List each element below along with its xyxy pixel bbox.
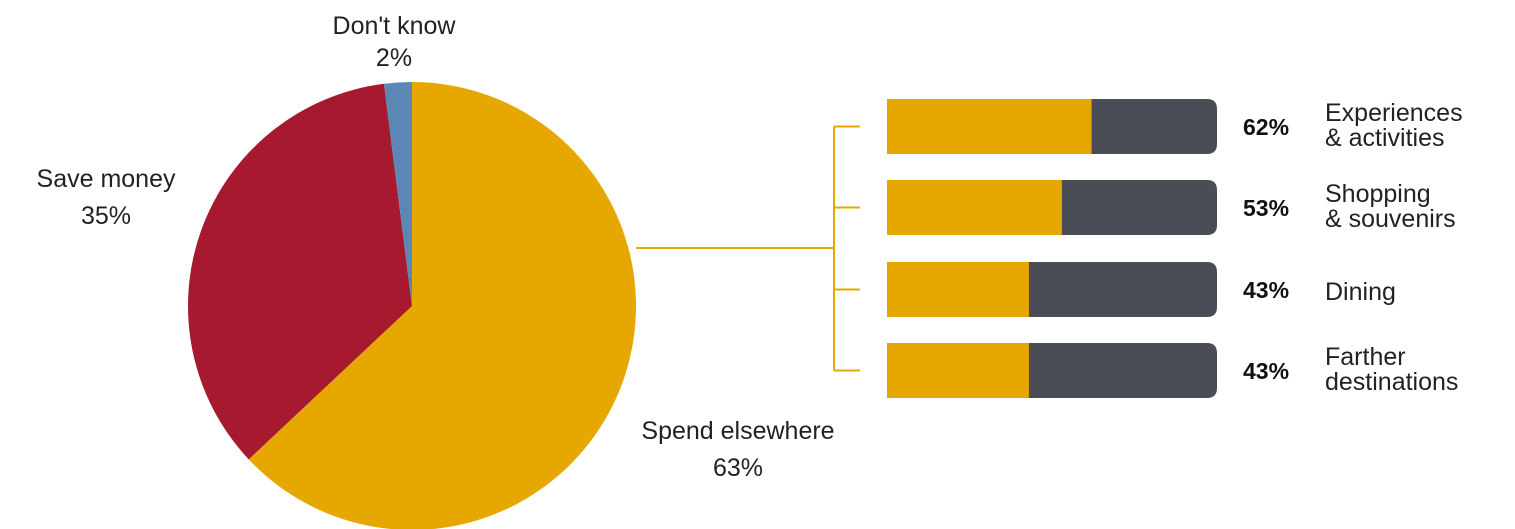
- pie-slice-don-t-know: [383, 82, 412, 306]
- pie-value-don-t-know: 2%: [376, 44, 412, 72]
- bar-label-farther-destinations-line1: Farther: [1325, 343, 1406, 371]
- bracket-connector: [636, 125, 860, 372]
- pie-chart: Spend elsewhere 63% Save money 35% Don't kno…: [37, 12, 835, 529]
- bar-value-experiences-activities: 62%: [1243, 114, 1289, 140]
- pie-label-save-money: Save money: [37, 165, 176, 193]
- bar-value-shopping-souvenirs: 53%: [1243, 195, 1289, 221]
- pie-slice-spend-elsewhere: [248, 82, 636, 529]
- bar-label-experiences-activities-line2: & activities: [1325, 124, 1444, 152]
- bar-label-shopping-souvenirs-line2: & souvenirs: [1325, 205, 1456, 233]
- bar-label-shopping-souvenirs-line1: Shopping: [1325, 180, 1431, 208]
- bar-value-farther-destinations: 43%: [1243, 358, 1289, 384]
- bar-experiences-activities: [887, 99, 1092, 154]
- pie-label-don-t-know: Don't know: [333, 12, 457, 40]
- pie-value-spend-elsewhere: 63%: [713, 454, 763, 482]
- bar-shopping-souvenirs: [887, 180, 1062, 235]
- bar-farther-destinations: [887, 343, 1029, 398]
- pie-slice-save-money: [188, 83, 412, 460]
- bar-label-experiences-activities-line1: Experiences: [1325, 99, 1463, 127]
- bar-value-dining: 43%: [1243, 277, 1289, 303]
- bar-dining: [887, 262, 1029, 317]
- pie-value-save-money: 35%: [81, 202, 131, 230]
- bar-label-dining: Dining: [1325, 278, 1396, 306]
- bar-label-farther-destinations-line2: destinations: [1325, 368, 1458, 396]
- bar-chart: 62% Experiences& activities 53% Shopping& s…: [887, 99, 1463, 398]
- pie-label-spend-elsewhere: Spend elsewhere: [641, 417, 834, 445]
